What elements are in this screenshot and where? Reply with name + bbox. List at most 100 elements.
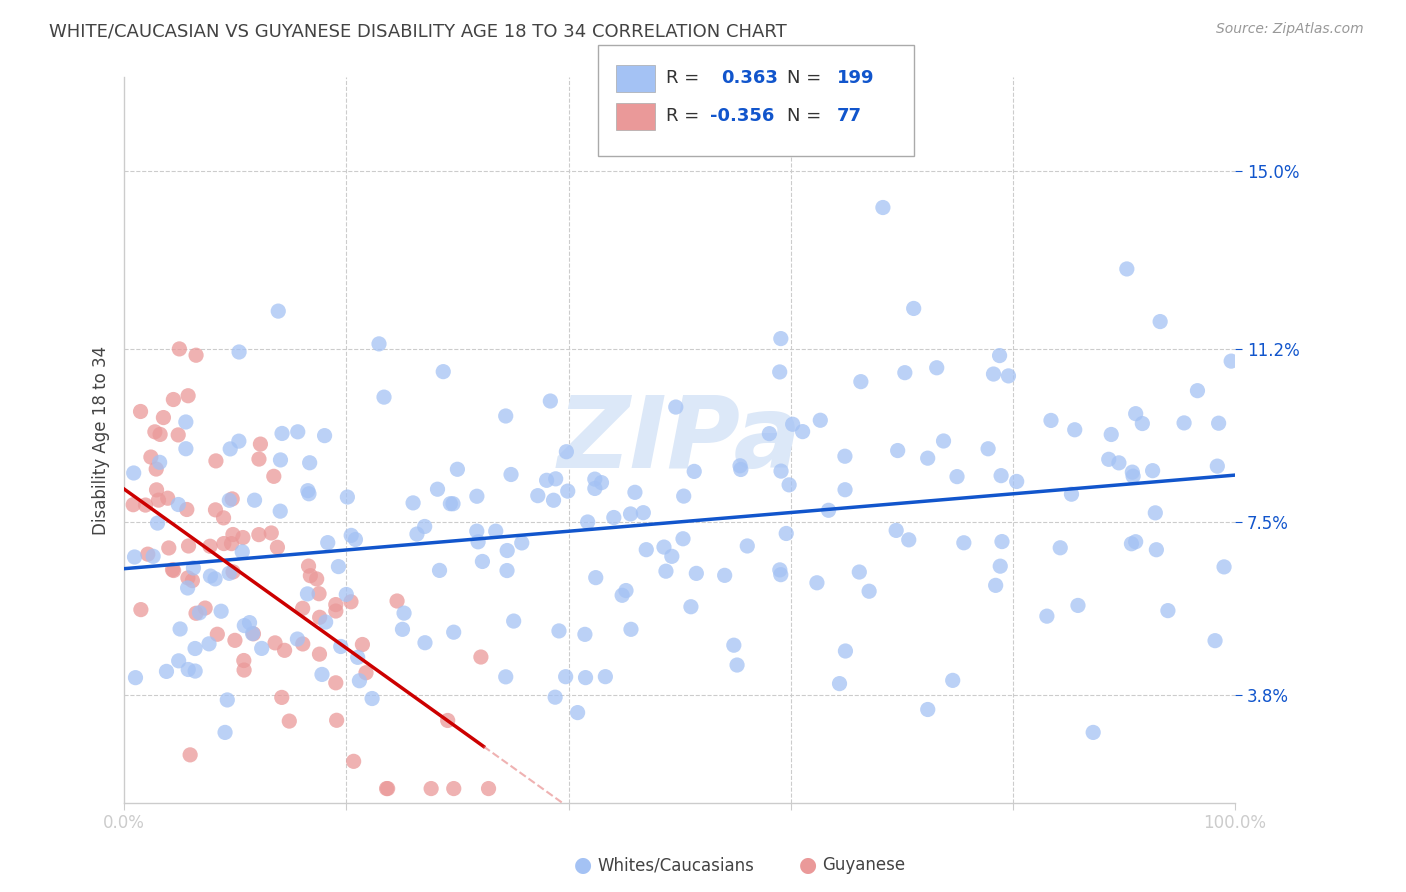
Point [441,497,464,511]
Point [1187,384,1209,398]
Point [336,490,359,504]
Point [1121,465,1143,479]
Point [184,641,207,656]
Point [402,496,425,510]
Point [200,569,222,583]
Point [124,549,146,564]
Point [636,542,658,557]
Point [817,503,839,517]
Point [249,437,271,451]
Point [544,472,567,486]
Text: Guyanese: Guyanese [823,856,905,874]
Point [567,706,589,720]
Point [349,673,371,688]
Point [204,503,226,517]
Point [984,578,1007,592]
Point [595,670,617,684]
Point [1213,560,1236,574]
Point [188,606,211,620]
Point [155,665,177,679]
Point [181,574,204,588]
Point [392,606,415,620]
Point [218,566,240,581]
Point [685,566,707,581]
Point [782,417,804,432]
Point [156,491,179,506]
Point [325,713,347,727]
Point [269,504,291,518]
Point [219,442,242,456]
Point [233,663,256,677]
Point [167,654,190,668]
Point [352,638,374,652]
Point [725,658,748,673]
Point [169,622,191,636]
Point [1142,464,1164,478]
Point [209,604,232,618]
Point [184,348,207,362]
Text: Whites/Caucasians: Whites/Caucasians [598,856,755,874]
Point [146,516,169,530]
Point [152,410,174,425]
Point [1144,506,1167,520]
Point [769,567,792,582]
Point [162,392,184,407]
Point [325,598,347,612]
Point [1144,542,1167,557]
Point [1083,725,1105,739]
Point [298,487,321,501]
Point [834,644,856,658]
Point [1036,609,1059,624]
Point [328,559,350,574]
Point [377,781,399,796]
Point [1099,427,1122,442]
Point [917,702,939,716]
Point [198,637,221,651]
Point [917,451,939,466]
Point [242,627,264,641]
Point [583,472,606,486]
Point [148,493,170,508]
Point [574,627,596,641]
Point [270,690,292,705]
Point [775,526,797,541]
Point [436,714,458,728]
Point [477,781,499,796]
Point [467,534,489,549]
Point [1122,469,1144,483]
Point [925,360,948,375]
Point [619,507,641,521]
Point [432,365,454,379]
Point [991,534,1014,549]
Point [174,415,197,429]
Point [443,781,465,796]
Point [174,442,197,456]
Point [834,483,856,497]
Point [385,594,408,608]
Point [1115,262,1137,277]
Point [1040,413,1063,427]
Point [413,519,436,533]
Point [496,543,519,558]
Point [502,614,524,628]
Point [538,394,561,409]
Point [713,568,735,582]
Point [297,587,319,601]
Point [1005,475,1028,489]
Point [997,368,1019,383]
Point [308,610,330,624]
Point [585,571,607,585]
Point [184,607,207,621]
Point [340,595,363,609]
Point [679,599,702,614]
Point [614,583,637,598]
Point [808,413,831,427]
Point [849,375,872,389]
Point [183,561,205,575]
Point [1173,416,1195,430]
Point [652,540,675,554]
Point [217,693,239,707]
Point [439,497,461,511]
Point [145,462,167,476]
Point [990,468,1012,483]
